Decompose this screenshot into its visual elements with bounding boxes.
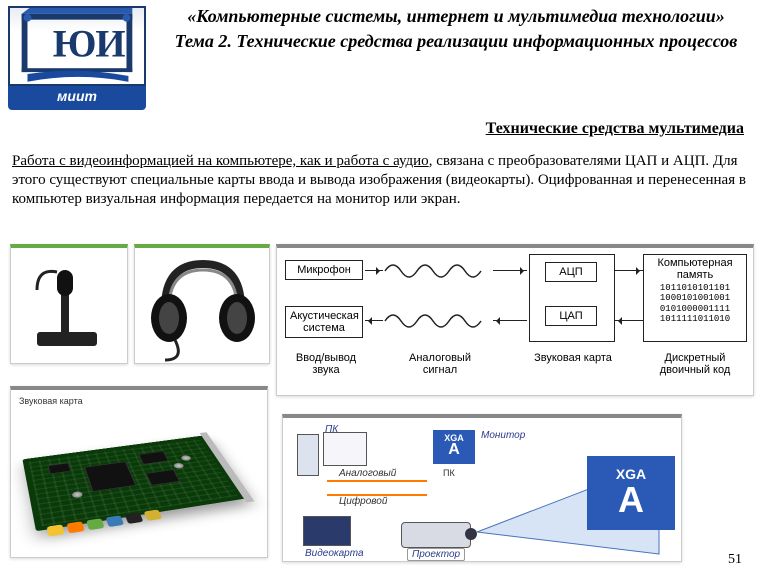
- body-paragraph: Работа с видеоинформацией на компьютере,…: [12, 152, 750, 210]
- mic-box: Микрофон: [285, 260, 363, 280]
- course-title: «Компьютерные системы, интернет и мульти…: [160, 6, 752, 27]
- logo-band: миит: [8, 86, 146, 110]
- caption-binary: Дискретный двоичный код: [643, 352, 747, 376]
- adc-box: АЦП: [545, 262, 597, 282]
- institution-logo: Ю И миит: [8, 6, 146, 110]
- videocard-label: Видеокарта: [305, 548, 364, 559]
- wave-bottom: [383, 308, 493, 334]
- soundcard-label: Звуковая карта: [19, 396, 83, 406]
- caption-card: Звуковая карта: [523, 352, 623, 364]
- signal-chain-diagram: Микрофон Акустическая система АЦП ЦАП Ко…: [276, 244, 754, 396]
- caption-io: Ввод/вывод звука: [285, 352, 367, 376]
- svg-text:И: И: [95, 23, 125, 66]
- dac-box: ЦАП: [545, 306, 597, 326]
- topic-title: Тема 2. Технические средства реализации …: [160, 31, 752, 52]
- paragraph-underlined: Работа с видеоинформацией на компьютере,…: [12, 153, 429, 169]
- projector-label: Проектор: [407, 548, 465, 561]
- xga-badge-large: XGA A: [587, 456, 675, 530]
- pc-label: ПК: [325, 424, 338, 435]
- analog-label: Аналоговый: [339, 468, 396, 479]
- logo-emblem: Ю И: [8, 6, 146, 86]
- speaker-box: Акустическая система: [285, 306, 363, 338]
- small-pc-label: ПК: [443, 468, 455, 478]
- xga-badge-small: XGA A: [433, 430, 475, 464]
- wave-top: [383, 258, 493, 284]
- slide-header: «Компьютерные системы, интернет и мульти…: [160, 6, 752, 52]
- caption-analog: Аналоговый сигнал: [395, 352, 485, 376]
- svg-text:Ю: Ю: [53, 23, 97, 66]
- microphone-figure: [10, 244, 128, 364]
- headphones-figure: [134, 244, 270, 364]
- section-title: Технические средства мультимедиа: [486, 120, 744, 138]
- projector-diagram: ПК Аналоговый Цифровой XGA A Монитор ПК …: [282, 414, 682, 562]
- pcb-illustration: [22, 436, 246, 532]
- memory-box: Компьютерная память 10110101011011000101…: [643, 254, 747, 342]
- digital-label: Цифровой: [339, 496, 387, 507]
- monitor-label: Монитор: [481, 430, 525, 441]
- soundcard-figure: Звуковая карта: [10, 386, 268, 558]
- page-number: 51: [728, 552, 742, 568]
